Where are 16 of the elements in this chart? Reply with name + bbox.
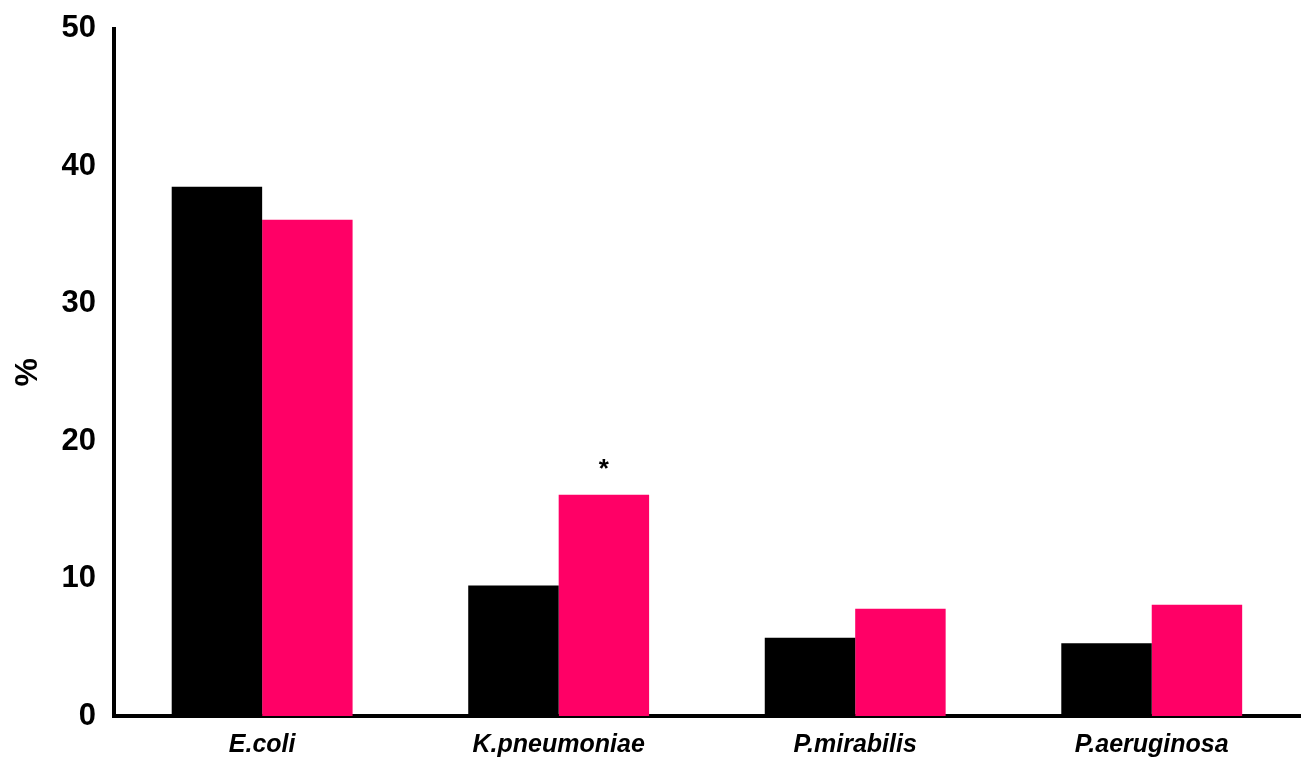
y-axis-title: % xyxy=(8,358,45,387)
bar xyxy=(558,494,650,716)
annotation: * xyxy=(598,452,610,483)
x-tick-label: P.mirabilis xyxy=(793,728,917,757)
bar xyxy=(262,219,353,716)
y-tick-label: 20 xyxy=(61,421,96,457)
x-tick-label: K.pneumoniae xyxy=(472,728,645,757)
bar xyxy=(1151,604,1243,716)
y-tick-label: 50 xyxy=(61,9,96,45)
y-tick-label: 0 xyxy=(78,696,96,732)
y-tick-label: 10 xyxy=(61,559,96,595)
y-tick-label: 40 xyxy=(61,146,96,182)
x-tick-label: P.aeruginosa xyxy=(1074,728,1229,757)
x-tick-label: E.coli xyxy=(228,728,297,757)
y-tick-label: 30 xyxy=(61,284,96,320)
bar xyxy=(855,608,946,716)
